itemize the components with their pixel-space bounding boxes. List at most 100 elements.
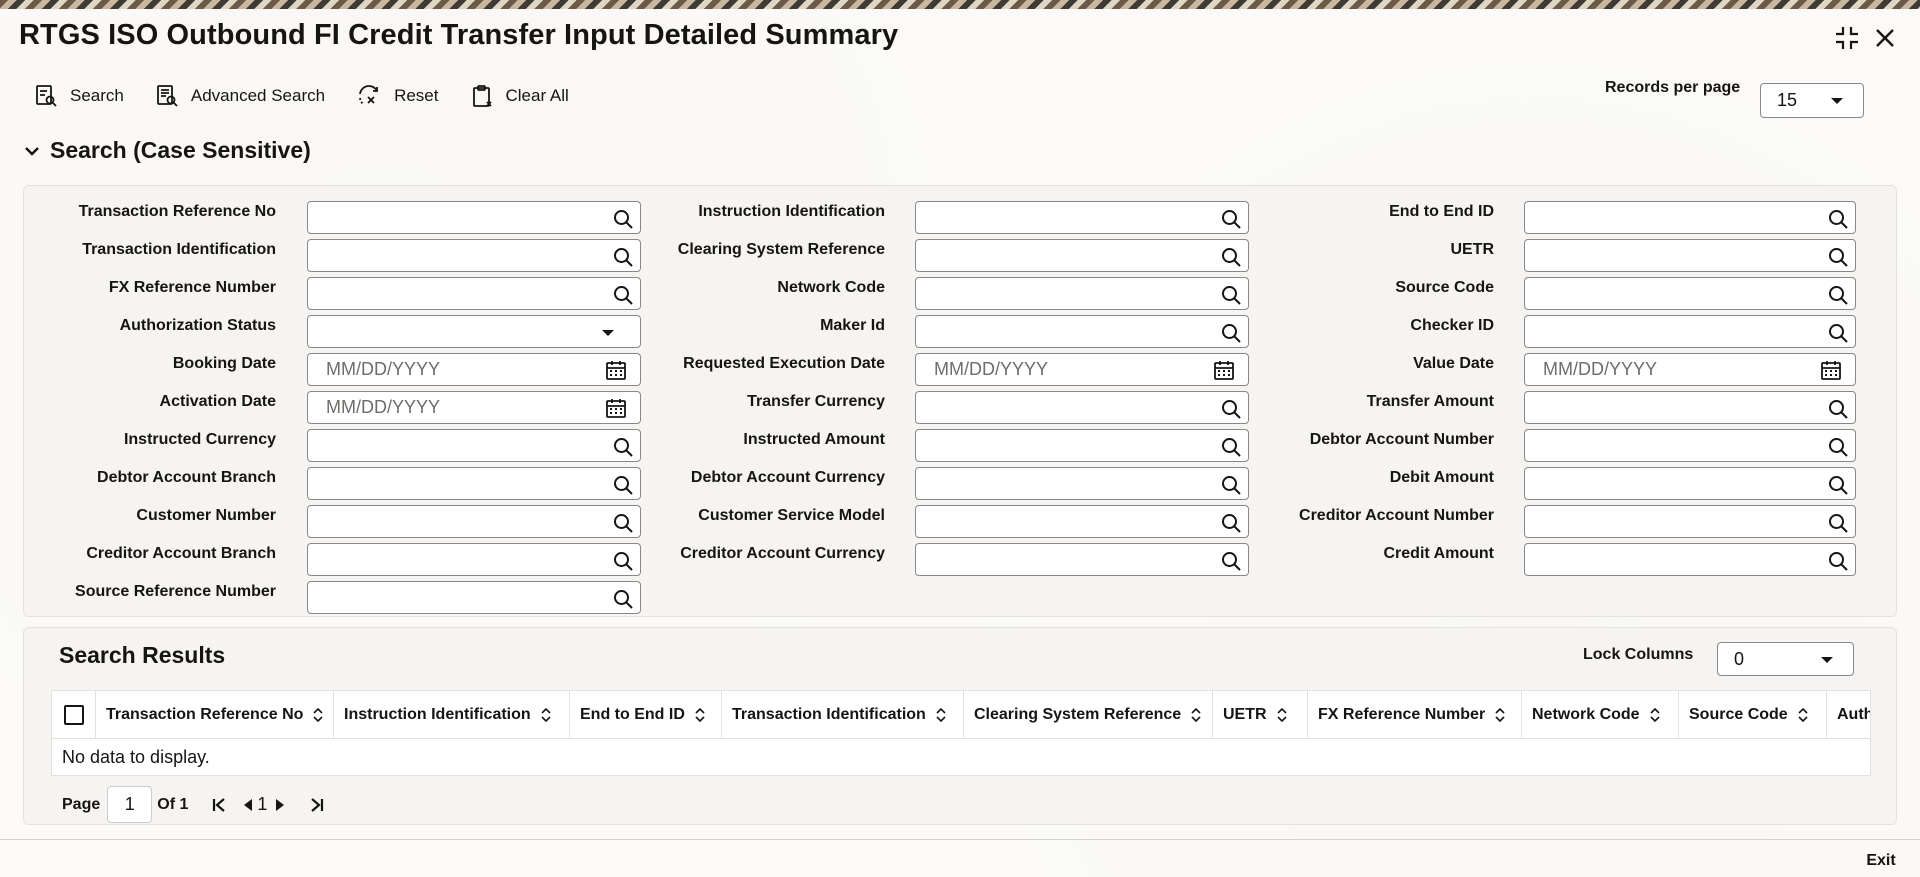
column-header-end-to-end-id[interactable]: End to End ID: [570, 691, 722, 739]
transfer-currency-input[interactable]: [915, 391, 1249, 424]
column-header-instruction-identification[interactable]: Instruction Identification: [334, 691, 570, 739]
clearing-system-reference-input[interactable]: [915, 239, 1249, 272]
calendar-icon[interactable]: [1213, 359, 1235, 381]
exit-button[interactable]: Exit: [1866, 852, 1896, 869]
search-icon[interactable]: [613, 513, 633, 533]
sort-icon[interactable]: [1191, 708, 1201, 722]
creditor-account-number-input[interactable]: [1524, 505, 1856, 538]
requested-execution-date-input[interactable]: MM/DD/YYYY: [915, 353, 1249, 386]
search-icon[interactable]: [1828, 285, 1848, 305]
column-header-network-code[interactable]: Network Code: [1522, 691, 1679, 739]
select-all-checkbox[interactable]: [63, 705, 84, 725]
search-results-title: Search Results: [59, 642, 226, 668]
sort-icon[interactable]: [541, 708, 551, 722]
authorization-status-select[interactable]: [307, 315, 641, 348]
activation-date-input[interactable]: MM/DD/YYYY: [307, 391, 641, 424]
search-icon[interactable]: [1828, 551, 1848, 571]
sort-icon[interactable]: [313, 708, 323, 722]
search-icon[interactable]: [1828, 323, 1848, 343]
minimize-icon[interactable]: [1832, 23, 1862, 53]
first-page-icon[interactable]: [210, 796, 228, 814]
creditor-account-currency-input[interactable]: [915, 543, 1249, 576]
records-per-page-select[interactable]: 15: [1760, 83, 1864, 118]
debtor-account-branch-input[interactable]: [307, 467, 641, 500]
end-to-end-id-input[interactable]: [1524, 201, 1856, 234]
search-icon[interactable]: [1221, 399, 1241, 419]
chevron-down-icon[interactable]: [602, 330, 614, 336]
search-icon[interactable]: [1221, 551, 1241, 571]
next-page-icon[interactable]: [274, 798, 286, 812]
search-icon[interactable]: [1221, 285, 1241, 305]
column-header-label: UETR: [1223, 706, 1267, 723]
search-icon[interactable]: [613, 209, 633, 229]
calendar-icon[interactable]: [605, 359, 627, 381]
debtor-account-number-input[interactable]: [1524, 429, 1856, 462]
search-icon[interactable]: [1828, 399, 1848, 419]
sort-icon[interactable]: [695, 708, 705, 722]
checker-id-input[interactable]: [1524, 315, 1856, 348]
sort-icon[interactable]: [1798, 708, 1808, 722]
transfer-amount-input[interactable]: [1524, 391, 1856, 424]
uetr-input[interactable]: [1524, 239, 1856, 272]
credit-amount-input[interactable]: [1524, 543, 1856, 576]
network-code-input[interactable]: [915, 277, 1249, 310]
source-code-input[interactable]: [1524, 277, 1856, 310]
source-reference-number-input[interactable]: [307, 581, 641, 614]
calendar-icon[interactable]: [1820, 359, 1842, 381]
fx-reference-number-input[interactable]: [307, 277, 641, 310]
search-icon[interactable]: [613, 437, 633, 457]
previous-page-icon[interactable]: [242, 798, 254, 812]
transaction-reference-no-input[interactable]: [307, 201, 641, 234]
search-button[interactable]: Search: [34, 84, 124, 108]
customer-service-model-input[interactable]: [915, 505, 1249, 538]
last-page-icon[interactable]: [308, 796, 326, 814]
sort-icon[interactable]: [1495, 708, 1505, 722]
search-icon[interactable]: [613, 247, 633, 267]
search-icon[interactable]: [1828, 209, 1848, 229]
search-icon[interactable]: [1221, 513, 1241, 533]
advanced-search-button[interactable]: Advanced Search: [155, 84, 325, 108]
close-icon[interactable]: [1870, 23, 1900, 53]
creditor-account-branch-input[interactable]: [307, 543, 641, 576]
instructed-currency-input[interactable]: [307, 429, 641, 462]
column-header-uetr[interactable]: UETR: [1213, 691, 1308, 739]
search-icon[interactable]: [613, 551, 633, 571]
maker-id-input[interactable]: [915, 315, 1249, 348]
clear-all-button[interactable]: Clear All: [470, 84, 569, 108]
lock-columns-select[interactable]: 0: [1717, 642, 1854, 676]
column-header-auth[interactable]: Auth: [1827, 691, 1870, 739]
sort-icon[interactable]: [936, 708, 946, 722]
instructed-amount-input[interactable]: [915, 429, 1249, 462]
search-icon[interactable]: [1221, 437, 1241, 457]
sort-icon[interactable]: [1276, 708, 1287, 722]
booking-date-input[interactable]: MM/DD/YYYY: [307, 353, 641, 386]
column-header-transaction-reference-no[interactable]: Transaction Reference No: [96, 691, 334, 739]
search-icon[interactable]: [1221, 209, 1241, 229]
page-number-input[interactable]: 1: [107, 786, 153, 823]
instruction-identification-input[interactable]: [915, 201, 1249, 234]
search-icon[interactable]: [1221, 247, 1241, 267]
column-header-source-code[interactable]: Source Code: [1679, 691, 1827, 739]
sort-icon[interactable]: [1650, 708, 1660, 722]
search-icon[interactable]: [1221, 323, 1241, 343]
transaction-identification-input[interactable]: [307, 239, 641, 272]
calendar-icon[interactable]: [605, 397, 627, 419]
column-header-transaction-identification[interactable]: Transaction Identification: [722, 691, 964, 739]
search-icon[interactable]: [1828, 475, 1848, 495]
reset-button[interactable]: Reset: [356, 84, 439, 108]
search-icon[interactable]: [613, 475, 633, 495]
search-icon[interactable]: [1828, 437, 1848, 457]
customer-number-input[interactable]: [307, 505, 641, 538]
column-header-clearing-system-reference[interactable]: Clearing System Reference: [964, 691, 1213, 739]
search-icon[interactable]: [613, 285, 633, 305]
search-icon[interactable]: [1221, 475, 1241, 495]
search-icon[interactable]: [1828, 247, 1848, 267]
value-date-input[interactable]: MM/DD/YYYY: [1524, 353, 1856, 386]
search-icon[interactable]: [1828, 513, 1848, 533]
search-section-toggle[interactable]: Search (Case Sensitive): [24, 137, 311, 164]
debit-amount-input[interactable]: [1524, 467, 1856, 500]
page-number[interactable]: 1: [257, 794, 268, 814]
debtor-account-currency-input[interactable]: [915, 467, 1249, 500]
search-icon[interactable]: [613, 589, 633, 609]
column-header-fx-reference-number[interactable]: FX Reference Number: [1308, 691, 1522, 739]
